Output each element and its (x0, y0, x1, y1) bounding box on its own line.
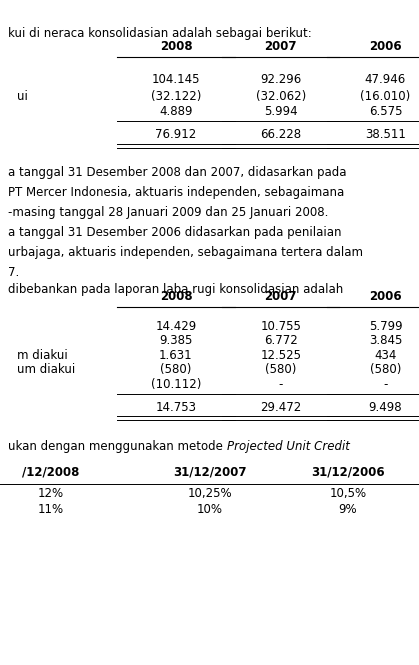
Text: 14.429: 14.429 (155, 319, 197, 332)
Text: (32.062): (32.062) (256, 90, 306, 103)
Text: 10.755: 10.755 (260, 319, 301, 332)
Text: kui di neraca konsolidasian adalah sebagai berikut:: kui di neraca konsolidasian adalah sebag… (8, 27, 312, 40)
Text: 6.575: 6.575 (369, 105, 402, 118)
Text: (580): (580) (160, 363, 191, 376)
Text: /12/2008: /12/2008 (22, 465, 79, 479)
Text: 2006: 2006 (369, 40, 402, 53)
Text: 38.511: 38.511 (365, 128, 406, 141)
Text: (32.122): (32.122) (151, 90, 201, 103)
Text: (16.010): (16.010) (360, 90, 411, 103)
Text: PT Mercer Indonesia, aktuaris independen, sebagaimana: PT Mercer Indonesia, aktuaris independen… (8, 186, 345, 200)
Text: 11%: 11% (37, 503, 63, 516)
Text: -: - (279, 378, 283, 391)
Text: 9%: 9% (339, 503, 357, 516)
Text: urbajaga, aktuaris independen, sebagaimana tertera dalam: urbajaga, aktuaris independen, sebagaima… (8, 246, 363, 259)
Text: 434: 434 (374, 348, 397, 362)
Text: 5.994: 5.994 (264, 105, 297, 118)
Text: 2007: 2007 (264, 289, 297, 303)
Text: 2008: 2008 (160, 289, 192, 303)
Text: 10,5%: 10,5% (329, 487, 366, 500)
Text: 9.385: 9.385 (159, 334, 193, 347)
Text: (580): (580) (265, 363, 296, 376)
Text: 29.472: 29.472 (260, 400, 301, 414)
Text: a tanggal 31 Desember 2006 didasarkan pada penilaian: a tanggal 31 Desember 2006 didasarkan pa… (8, 226, 342, 239)
Text: 47.946: 47.946 (365, 73, 406, 86)
Text: 6.772: 6.772 (264, 334, 297, 347)
Text: 2007: 2007 (264, 40, 297, 53)
Text: 76.912: 76.912 (155, 128, 197, 141)
Text: 14.753: 14.753 (155, 400, 197, 414)
Text: -masing tanggal 28 Januari 2009 dan 25 Januari 2008.: -masing tanggal 28 Januari 2009 dan 25 J… (8, 206, 329, 219)
Text: 66.228: 66.228 (260, 128, 301, 141)
Text: -: - (383, 378, 388, 391)
Text: 10,25%: 10,25% (187, 487, 232, 500)
Text: Projected Unit Credit: Projected Unit Credit (227, 440, 350, 454)
Text: 3.845: 3.845 (369, 334, 402, 347)
Text: 9.498: 9.498 (369, 400, 402, 414)
Text: 2008: 2008 (160, 40, 192, 53)
Text: 31/12/2006: 31/12/2006 (311, 465, 385, 479)
Text: 92.296: 92.296 (260, 73, 301, 86)
Text: 12.525: 12.525 (260, 348, 301, 362)
Text: 104.145: 104.145 (152, 73, 200, 86)
Text: 10%: 10% (197, 503, 222, 516)
Text: a tanggal 31 Desember 2008 dan 2007, didasarkan pada: a tanggal 31 Desember 2008 dan 2007, did… (8, 166, 347, 180)
Text: dibebankan pada laporan laba rugi konsolidasian adalah: dibebankan pada laporan laba rugi konsol… (8, 283, 344, 296)
Text: (580): (580) (370, 363, 401, 376)
Text: ukan dengan menggunakan metode: ukan dengan menggunakan metode (8, 440, 227, 454)
Text: 12%: 12% (37, 487, 63, 500)
Text: 1.631: 1.631 (159, 348, 193, 362)
Text: m diakui: m diakui (17, 348, 67, 362)
Text: ui: ui (17, 90, 28, 103)
Text: 7.: 7. (8, 266, 20, 279)
Text: 5.799: 5.799 (369, 319, 402, 332)
Text: um diakui: um diakui (17, 363, 75, 376)
Text: (10.112): (10.112) (151, 378, 201, 391)
Text: 31/12/2007: 31/12/2007 (173, 465, 246, 479)
Text: 4.889: 4.889 (159, 105, 193, 118)
Text: 2006: 2006 (369, 289, 402, 303)
